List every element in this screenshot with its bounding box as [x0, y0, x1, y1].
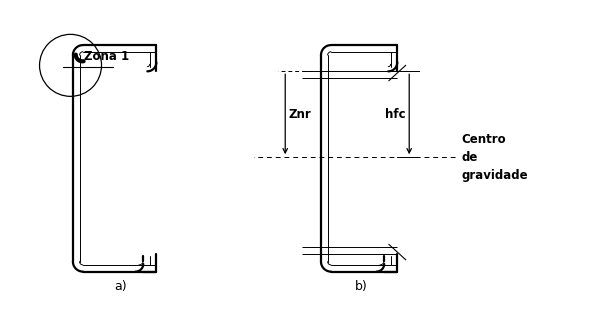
Text: Znr: Znr — [288, 108, 311, 121]
Text: hfc: hfc — [385, 108, 406, 121]
Text: Centro
de
gravidade: Centro de gravidade — [462, 133, 528, 182]
Text: b): b) — [355, 280, 368, 293]
Text: Zona 1: Zona 1 — [84, 50, 129, 63]
Text: a): a) — [114, 280, 127, 293]
